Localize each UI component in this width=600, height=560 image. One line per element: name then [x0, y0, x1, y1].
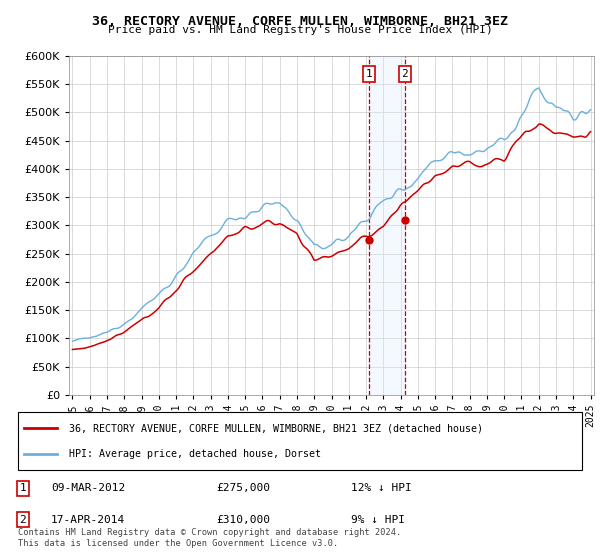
Text: 36, RECTORY AVENUE, CORFE MULLEN, WIMBORNE, BH21 3EZ: 36, RECTORY AVENUE, CORFE MULLEN, WIMBOR…: [92, 15, 508, 27]
Bar: [369, 56, 405, 395]
Text: 1: 1: [365, 69, 373, 79]
Text: Contains HM Land Registry data © Crown copyright and database right 2024.
This d: Contains HM Land Registry data © Crown c…: [18, 528, 401, 548]
Text: 17-APR-2014: 17-APR-2014: [51, 515, 125, 525]
Text: 9% ↓ HPI: 9% ↓ HPI: [351, 515, 405, 525]
Text: 36, RECTORY AVENUE, CORFE MULLEN, WIMBORNE, BH21 3EZ (detached house): 36, RECTORY AVENUE, CORFE MULLEN, WIMBOR…: [69, 423, 483, 433]
Text: Price paid vs. HM Land Registry's House Price Index (HPI): Price paid vs. HM Land Registry's House …: [107, 25, 493, 35]
Text: 12% ↓ HPI: 12% ↓ HPI: [351, 483, 412, 493]
Text: 1: 1: [19, 483, 26, 493]
Text: £275,000: £275,000: [216, 483, 270, 493]
Text: 2: 2: [19, 515, 26, 525]
Text: £310,000: £310,000: [216, 515, 270, 525]
Text: 09-MAR-2012: 09-MAR-2012: [51, 483, 125, 493]
Text: HPI: Average price, detached house, Dorset: HPI: Average price, detached house, Dors…: [69, 449, 321, 459]
Text: 2: 2: [401, 69, 408, 79]
